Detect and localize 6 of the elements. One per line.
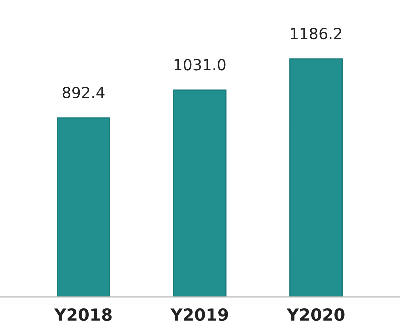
x-tick-label: Y2019 <box>170 308 228 322</box>
x-tick-label: Y2018 <box>54 308 112 322</box>
data-label: 892.4 <box>62 86 105 99</box>
data-label: 1031.0 <box>174 59 226 71</box>
x-tick-label: Y2020 <box>286 308 345 322</box>
data-label: 1186.2 <box>291 28 342 40</box>
